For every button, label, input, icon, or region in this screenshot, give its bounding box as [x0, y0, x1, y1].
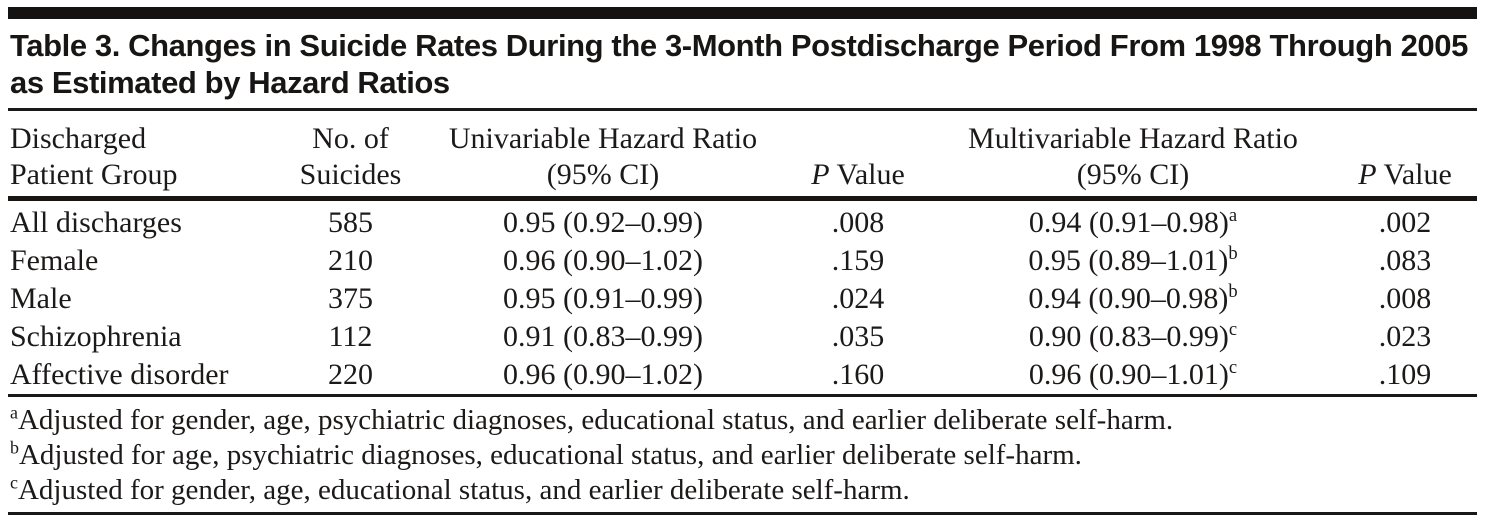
cell-group: All discharges — [10, 206, 182, 239]
cell-group: Female — [10, 244, 99, 277]
cell-multivariable-hr: 0.95 (0.89–1.01)b — [1028, 243, 1238, 277]
cell-univariable-p: .035 — [831, 320, 885, 353]
footnote-marker-ref: a — [1228, 205, 1238, 226]
footnote-marker: c — [10, 472, 18, 493]
footnote-b: bAdjusted for age, psychiatric diagnoses… — [10, 438, 1477, 473]
cell-no-of-suicides: 220 — [328, 358, 373, 391]
footnote-text: Adjusted for gender, age, educational st… — [17, 474, 910, 506]
cell-multivariable-p: .023 — [1378, 320, 1432, 353]
table-row-all-discharges: All discharges 585 0.95 (0.92–0.99) .008… — [8, 199, 1477, 243]
column-header-univariable-p-value: P Value — [783, 111, 933, 201]
table-top-rule — [8, 7, 1477, 19]
cell-univariable-hr: 0.91 (0.83–0.99) — [503, 320, 703, 353]
footnote-text: Adjusted for gender, age, psychiatric di… — [17, 404, 1174, 436]
column-header-multivariable-p-value: P Value — [1333, 111, 1477, 201]
cell-multivariable-hr: 0.90 (0.83–0.99)c — [1028, 319, 1238, 353]
footnote-c: cAdjusted for gender, age, educational s… — [10, 473, 1477, 508]
footnote-marker: b — [10, 437, 19, 458]
cell-univariable-p: .159 — [831, 244, 885, 277]
table-row-male: Male 375 0.95 (0.91–0.99) .024 0.94 (0.9… — [8, 280, 1477, 318]
table-footnotes: aAdjusted for gender, age, psychiatric d… — [8, 397, 1477, 515]
footnote-marker-ref: b — [1228, 243, 1238, 264]
cell-multivariable-p: .083 — [1378, 244, 1432, 277]
cell-no-of-suicides: 375 — [328, 282, 373, 315]
column-header-no-of-suicides: No. of Suicides — [278, 111, 423, 201]
cell-univariable-p: .008 — [831, 206, 885, 239]
footnote-marker-ref: b — [1228, 281, 1238, 302]
footnote-marker-ref: c — [1228, 357, 1238, 378]
cell-univariable-hr: 0.95 (0.91–0.99) — [503, 282, 703, 315]
footnote-marker: a — [10, 402, 18, 423]
cell-multivariable-hr: 0.94 (0.90–0.98)b — [1028, 281, 1238, 315]
cell-no-of-suicides: 210 — [328, 244, 373, 277]
cell-no-of-suicides: 112 — [328, 320, 373, 353]
cell-group: Schizophrenia — [10, 320, 182, 353]
table-row-female: Female 210 0.96 (0.90–1.02) .159 0.95 (0… — [8, 242, 1477, 280]
hazard-ratio-table: Discharged Patient Group No. of Suicides… — [8, 111, 1477, 397]
cell-multivariable-p: .002 — [1378, 206, 1432, 239]
table-title-line2: Through 2005 as Estimated by Hazard Rati… — [10, 28, 1468, 100]
column-header-univariable-hr: Univariable Hazard Ratio (95% CI) — [423, 111, 783, 201]
cell-group: Affective disorder — [10, 358, 229, 391]
footnote-a: aAdjusted for gender, age, psychiatric d… — [10, 403, 1477, 438]
footnote-marker-ref: c — [1228, 319, 1238, 340]
table-body: All discharges 585 0.95 (0.92–0.99) .008… — [8, 199, 1477, 396]
cell-univariable-hr: 0.96 (0.90–1.02) — [503, 358, 703, 391]
table-title: Table 3. Changes in Suicide Rates During… — [8, 19, 1477, 111]
table-row-schizophrenia: Schizophrenia 112 0.91 (0.83–0.99) .035 … — [8, 318, 1477, 356]
cell-univariable-p: .160 — [831, 358, 885, 391]
cell-group: Male — [10, 282, 72, 315]
column-header-multivariable-hr: Multivariable Hazard Ratio (95% CI) — [933, 111, 1333, 201]
table-header: Discharged Patient Group No. of Suicides… — [8, 111, 1477, 201]
cell-multivariable-p: .008 — [1378, 282, 1432, 315]
column-header-patient-group: Discharged Patient Group — [8, 111, 278, 201]
table-title-line1: Table 3. Changes in Suicide Rates During… — [10, 28, 1262, 63]
table-row-affective-disorder: Affective disorder 220 0.96 (0.90–1.02) … — [8, 356, 1477, 396]
cell-univariable-hr: 0.96 (0.90–1.02) — [503, 244, 703, 277]
cell-univariable-p: .024 — [831, 282, 885, 315]
cell-multivariable-hr: 0.96 (0.90–1.01)c — [1028, 357, 1238, 391]
cell-univariable-hr: 0.95 (0.92–0.99) — [503, 206, 703, 239]
cell-multivariable-hr: 0.94 (0.91–0.98)a — [1028, 205, 1238, 239]
footnote-text: Adjusted for age, psychiatric diagnoses,… — [18, 439, 1082, 471]
cell-multivariable-p: .109 — [1378, 358, 1432, 391]
cell-no-of-suicides: 585 — [328, 206, 373, 239]
